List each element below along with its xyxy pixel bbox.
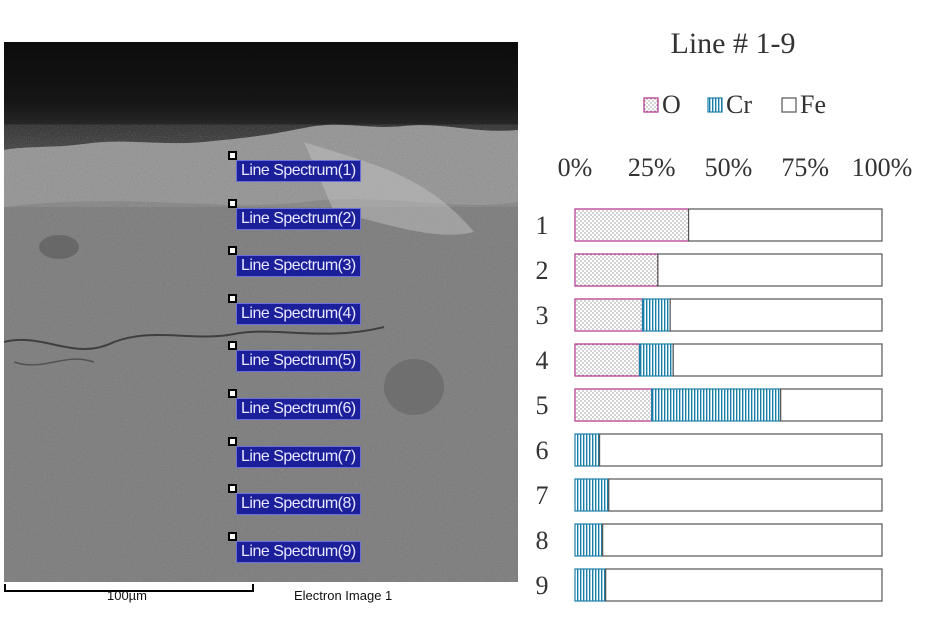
spectrum-label-1: Line Spectrum(1) bbox=[236, 160, 361, 182]
legend-label-o: O bbox=[662, 90, 681, 119]
category-label: 1 bbox=[536, 211, 549, 240]
spectrum-marker-2 bbox=[228, 199, 237, 208]
spectrum-label-4: Line Spectrum(4) bbox=[236, 303, 361, 325]
category-label: 5 bbox=[536, 391, 549, 420]
bar-cr-line-9 bbox=[574, 568, 607, 602]
x-tick-label: 25% bbox=[628, 153, 676, 182]
spectrum-label-9: Line Spectrum(9) bbox=[236, 541, 361, 563]
spectrum-label-3: Line Spectrum(3) bbox=[236, 255, 361, 277]
legend-label-fe: Fe bbox=[800, 90, 826, 119]
spectrum-marker-4 bbox=[228, 294, 237, 303]
sem-image-panel: Line Spectrum(1) Line Spectrum(2) Line Spe… bbox=[4, 42, 518, 582]
spectrum-label-2: Line Spectrum(2) bbox=[236, 208, 361, 230]
bar-o-line-1 bbox=[574, 208, 690, 242]
bar-o-line-2 bbox=[574, 253, 659, 287]
category-labels: 1 2 3 4 5 6 7 8 9 bbox=[536, 211, 549, 600]
bar-fe-line-5 bbox=[780, 388, 883, 422]
bar-fe-line-3 bbox=[669, 298, 883, 332]
x-tick-label: 100% bbox=[852, 153, 913, 182]
composition-chart: Line # 1-9 O Cr Fe 0% 25% 50% 75% 100% 1 2 3 4 5 6 7… bbox=[536, 27, 913, 602]
bar-fe-line-9 bbox=[605, 568, 883, 602]
bar-o-line-3 bbox=[574, 298, 644, 332]
bar-fe-line-1 bbox=[687, 208, 883, 242]
spectrum-marker-9 bbox=[228, 532, 237, 541]
spectrum-label-6: Line Spectrum(6) bbox=[236, 398, 361, 420]
bar-o-line-4 bbox=[574, 343, 641, 377]
spectrum-marker-6 bbox=[228, 389, 237, 398]
spectrum-marker-7 bbox=[228, 437, 237, 446]
spectrum-label-7: Line Spectrum(7) bbox=[236, 446, 361, 468]
bar-fe-line-6 bbox=[598, 433, 883, 467]
x-tick-label: 75% bbox=[781, 153, 829, 182]
x-axis-ticks: 0% 25% 50% 75% 100% bbox=[558, 153, 913, 182]
bar-cr-line-3 bbox=[641, 298, 671, 332]
category-label: 2 bbox=[536, 256, 549, 285]
spectrum-marker-1 bbox=[228, 151, 237, 160]
scale-label: 100µm bbox=[106, 588, 147, 603]
spectrum-label-8: Line Spectrum(8) bbox=[236, 493, 361, 515]
spectrum-label-5: Line Spectrum(5) bbox=[236, 350, 361, 372]
legend-swatch-fe bbox=[781, 97, 797, 113]
bar-fe-line-2 bbox=[657, 253, 883, 287]
bar-cr-line-6 bbox=[574, 433, 601, 467]
spectrum-marker-5 bbox=[228, 341, 237, 350]
category-label: 6 bbox=[536, 436, 549, 465]
image-footer: 100µm Electron Image 1 bbox=[4, 582, 518, 612]
x-tick-label: 0% bbox=[558, 153, 593, 182]
electron-image bbox=[4, 42, 518, 582]
x-tick-label: 50% bbox=[705, 153, 753, 182]
bar-fe-line-7 bbox=[608, 478, 883, 512]
bars bbox=[574, 208, 883, 602]
legend-swatch-o bbox=[643, 97, 659, 113]
bar-fe-line-4 bbox=[672, 343, 883, 377]
category-label: 7 bbox=[536, 481, 549, 510]
scale-bar bbox=[4, 584, 254, 592]
legend-swatch-cr bbox=[707, 97, 723, 113]
spectrum-marker-8 bbox=[228, 484, 237, 493]
bar-o-line-5 bbox=[574, 388, 653, 422]
bar-fe-line-8 bbox=[602, 523, 883, 557]
category-label: 4 bbox=[536, 346, 549, 375]
category-label: 9 bbox=[536, 571, 549, 600]
spectrum-marker-3 bbox=[228, 246, 237, 255]
chart-title: Line # 1-9 bbox=[671, 27, 796, 60]
bar-cr-line-8 bbox=[574, 523, 604, 557]
category-label: 3 bbox=[536, 301, 549, 330]
category-label: 8 bbox=[536, 526, 549, 555]
chart-legend: O Cr Fe bbox=[643, 90, 826, 119]
bar-cr-line-7 bbox=[574, 478, 610, 512]
image-caption: Electron Image 1 bbox=[294, 588, 393, 603]
bar-cr-line-4 bbox=[638, 343, 674, 377]
legend-label-cr: Cr bbox=[726, 90, 752, 119]
bar-cr-line-5 bbox=[651, 388, 782, 422]
